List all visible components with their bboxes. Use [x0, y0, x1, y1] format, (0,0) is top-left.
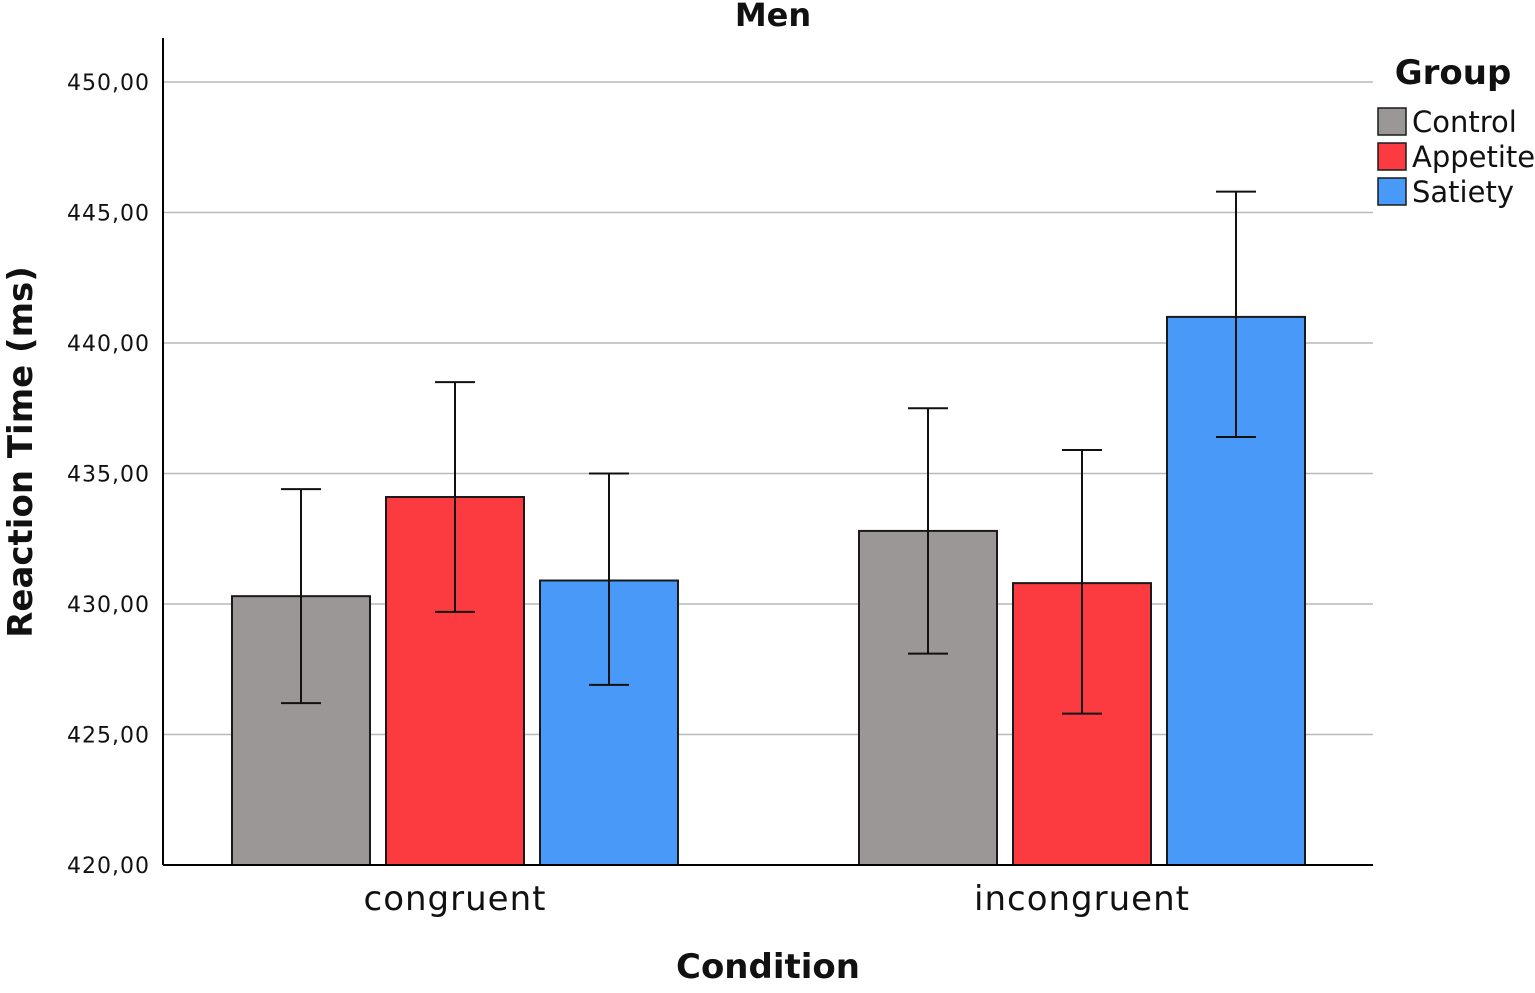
y-tick-labels: 420,00 425,00 430,00 435,00 440,00 445,00 450,…	[67, 71, 150, 879]
error-bars	[281, 190, 1256, 715]
legend-label-satiety: Satiety	[1412, 175, 1514, 209]
error-bar-appetite-congruent	[435, 381, 475, 613]
x-category-label: congruent	[364, 879, 547, 919]
error-bar-satiety-incongruent	[1216, 190, 1256, 438]
legend-label-control: Control	[1412, 105, 1517, 139]
chart-title: Men	[735, 0, 811, 34]
legend-title: Group	[1395, 53, 1512, 93]
x-axis-title: Condition	[676, 947, 860, 987]
y-tick-label: 420,00	[67, 854, 150, 879]
y-tick-label: 430,00	[67, 593, 150, 618]
y-axis-title: Reaction Time (ms)	[1, 266, 41, 638]
error-bar-control-congruent	[281, 488, 321, 705]
x-category-labels: congruent incongruent	[364, 879, 1190, 919]
y-tick-label: 445,00	[67, 202, 150, 227]
bars	[231, 315, 1306, 866]
y-tick-label: 435,00	[67, 463, 150, 488]
error-bar-satiety-congruent	[589, 472, 629, 686]
legend-label-appetite: Appetite	[1412, 140, 1535, 174]
y-tick-label: 450,00	[67, 71, 150, 96]
axes	[162, 38, 1373, 866]
error-bar-appetite-incongruent	[1062, 449, 1102, 715]
legend-swatch-control	[1377, 107, 1407, 136]
legend-swatch-satiety	[1377, 177, 1407, 206]
error-bar-control-incongruent	[908, 407, 948, 655]
x-category-label: incongruent	[974, 879, 1190, 919]
y-tick-label: 425,00	[67, 724, 150, 749]
y-tick-label: 440,00	[67, 332, 150, 357]
legend-swatch-appetite	[1377, 142, 1407, 171]
